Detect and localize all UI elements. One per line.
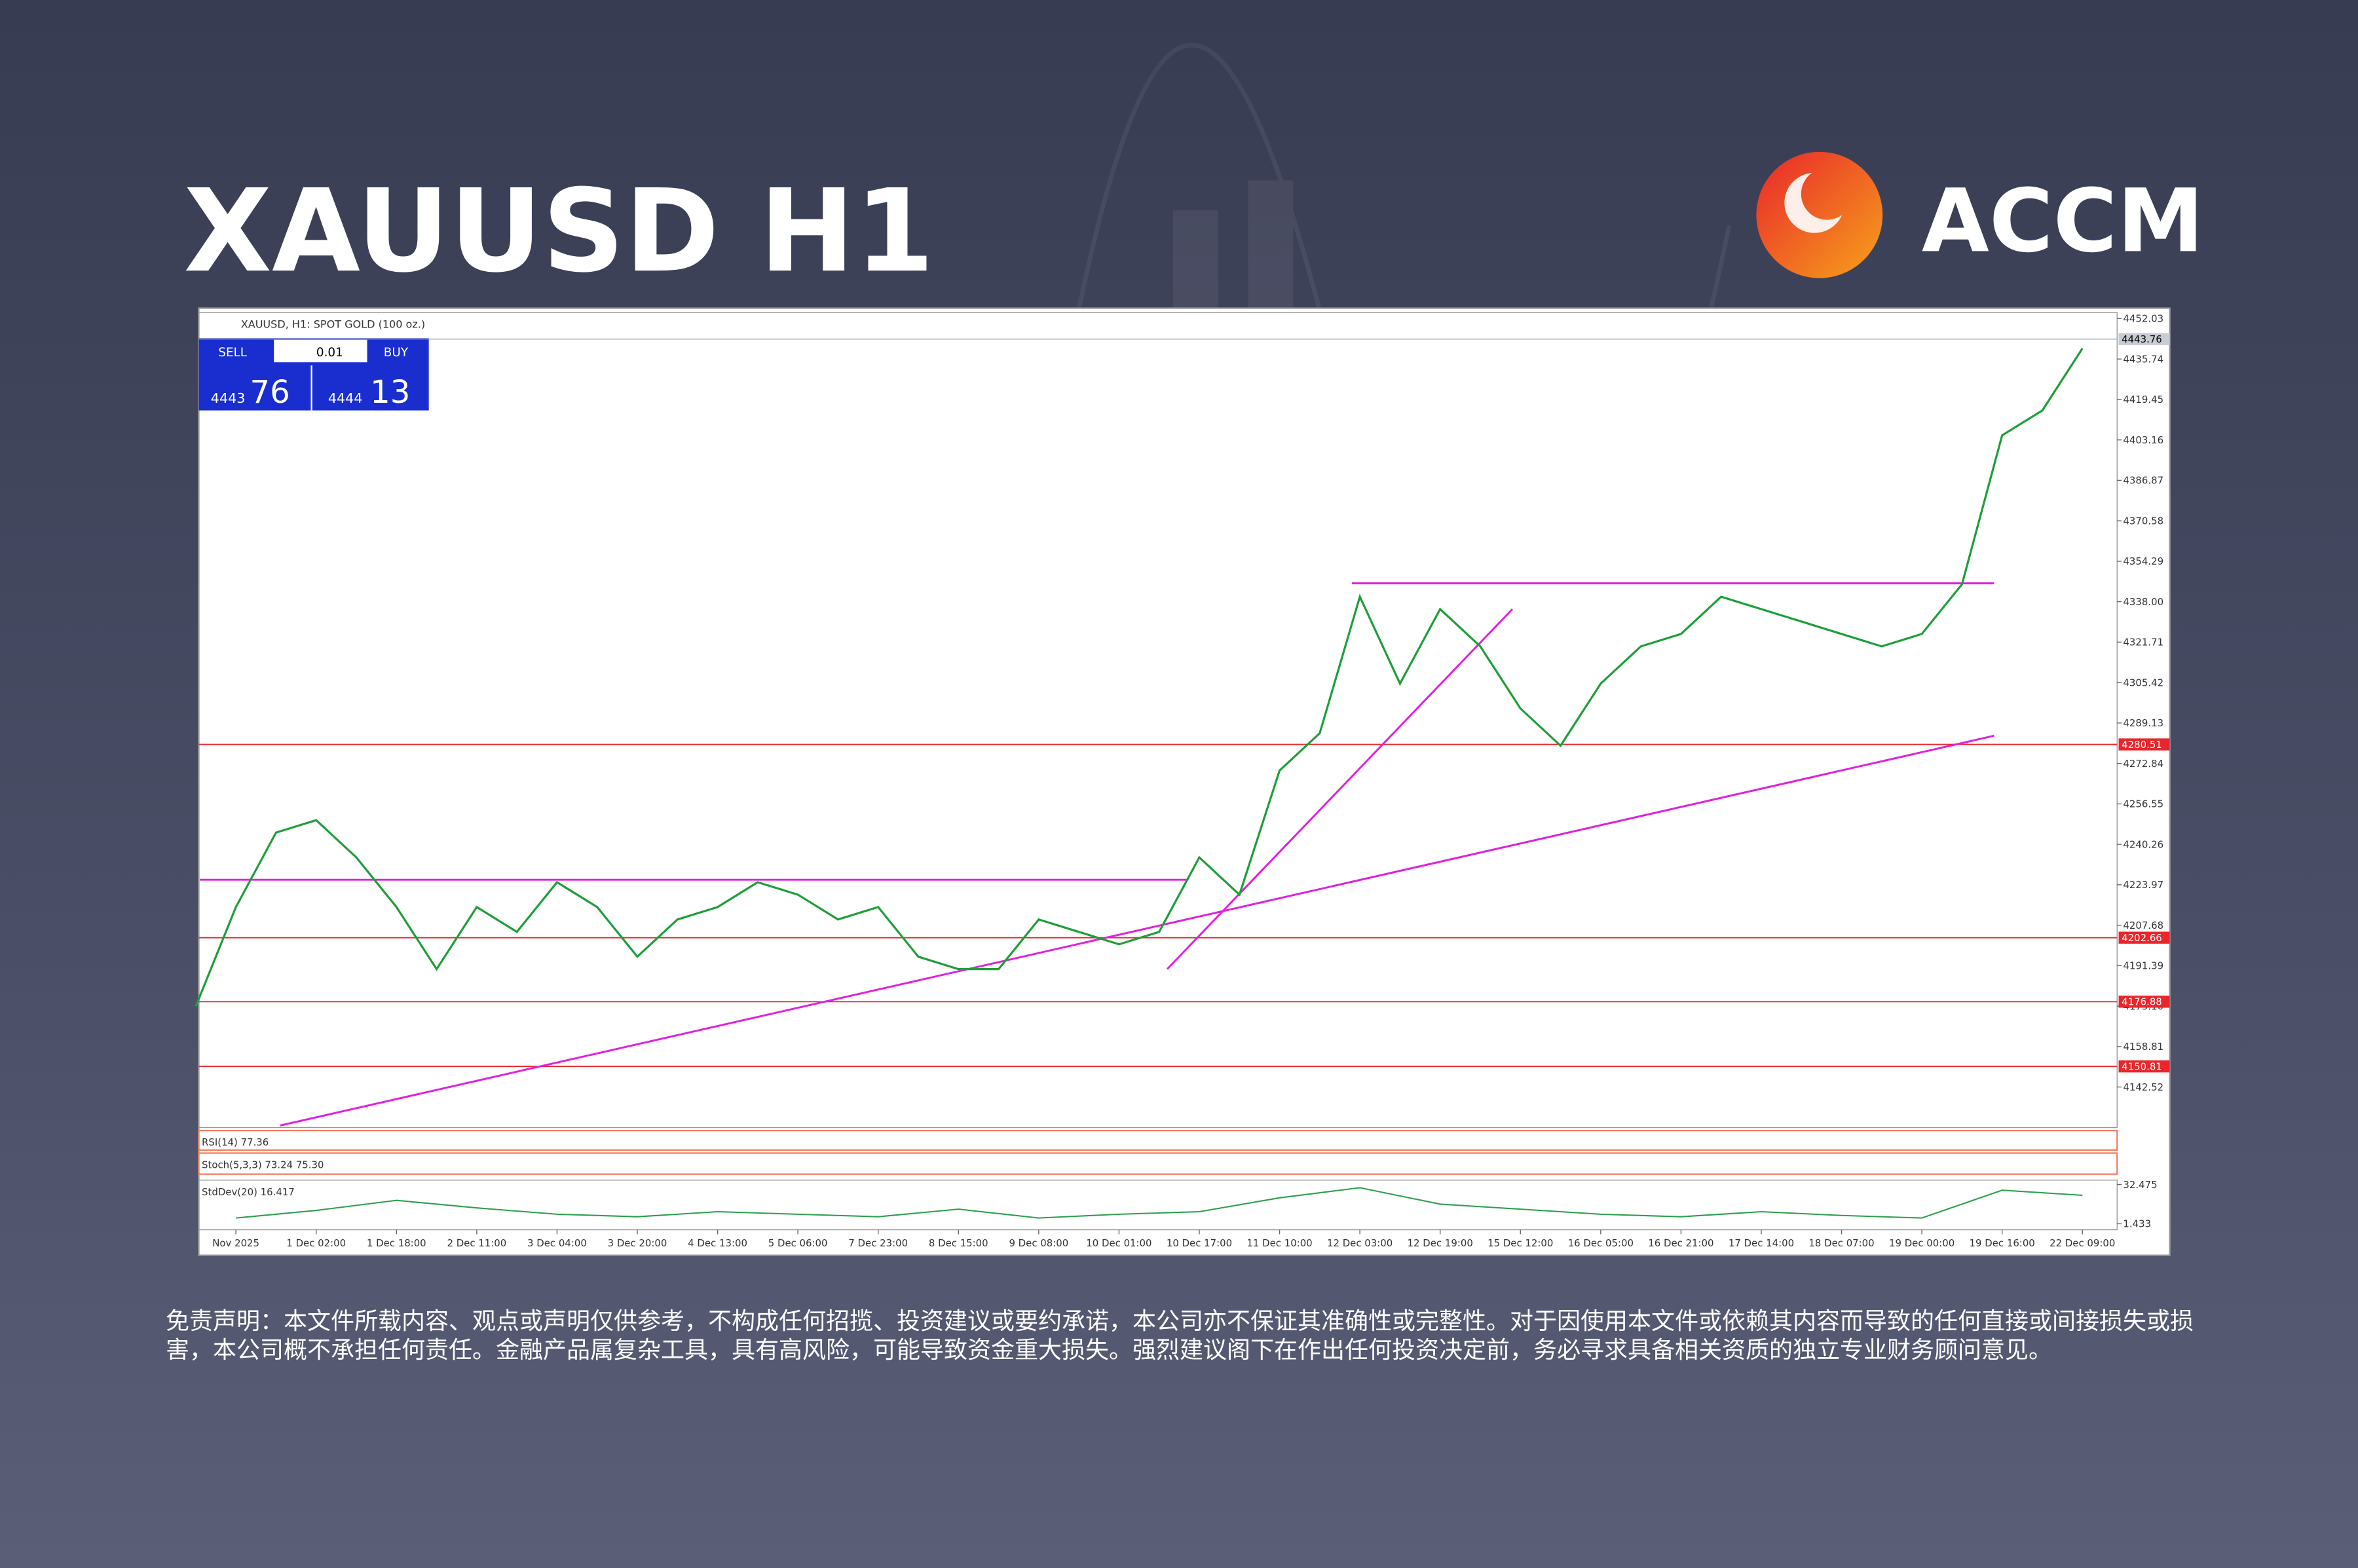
x-tick-label: 12 Dec 03:00 [1327,1237,1393,1249]
chart-title: XAUUSD, H1: SPOT GOLD (100 oz.) [241,318,425,330]
stddev-label: StdDev(20) 16.417 [202,1186,295,1198]
level-label: 4176.88 [2122,996,2162,1008]
y-tick-label: 4272.84 [2123,758,2163,770]
sell-button[interactable]: SELL [218,346,247,360]
y-tick-label: 4338.00 [2123,596,2163,608]
y-tick-label: 4370.58 [2123,515,2163,527]
y-tick-label: 4419.45 [2123,394,2163,405]
buy-price-big: 4444 [328,390,363,406]
x-tick-label: 12 Dec 19:00 [1408,1237,1473,1249]
level-tag [2118,996,2170,1008]
y-tick-label: 4256.55 [2123,798,2163,810]
x-tick-label: 2 Dec 11:00 [447,1237,506,1249]
y-tick-label: 4354.29 [2123,555,2163,567]
y-tick-label: 4191.39 [2123,960,2163,972]
y-tick-label: 4223.97 [2123,879,2163,891]
trend-line [280,734,1994,1127]
level-label: 4280.51 [2122,739,2162,751]
current-price-tag [2118,333,2170,345]
y-tick-label: 4403.16 [2123,434,2163,446]
rsi-label: RSI(14) 77.36 [202,1136,269,1148]
buy-price-small: 13 [370,374,410,411]
x-tick-label: 19 Dec 16:00 [1970,1237,2035,1249]
x-tick-label: 16 Dec 21:00 [1648,1237,1713,1249]
buy-button[interactable]: BUY [384,346,409,360]
logo: ACCM [1756,151,2204,278]
level-tag [2118,931,2170,944]
stddev-line [236,1187,2083,1219]
sell-price-small: 76 [250,374,290,411]
y-tick-label: 4321.71 [2123,637,2163,648]
x-tick-label: 22 Dec 09:00 [2049,1237,2115,1249]
stddev-tick-label: 32.475 [2123,1179,2157,1191]
lot-size[interactable]: 0.01 [316,346,343,360]
x-tick-label: 17 Dec 14:00 [1729,1237,1794,1249]
plot-area [198,312,2118,1129]
y-tick-label: 4240.26 [2123,838,2163,850]
y-tick-label: 4452.03 [2123,313,2163,325]
y-tick-label: 4289.13 [2123,717,2163,729]
x-tick-label: 15 Dec 12:00 [1488,1237,1553,1249]
x-tick-label: 1 Dec 02:00 [286,1237,346,1249]
sell-price-big: 4443 [211,390,246,406]
x-tick-label: 19 Dec 00:00 [1889,1237,1955,1249]
x-tick-label: 3 Dec 04:00 [527,1237,587,1249]
level-tag [2118,1060,2170,1073]
chart-panel [198,307,2171,1256]
price-line [195,348,2084,1007]
stoch-panel [198,1152,2118,1175]
x-tick-label: Nov 2025 [212,1237,259,1249]
stddev-panel [198,1180,2118,1231]
x-tick-label: 9 Dec 08:00 [1009,1237,1068,1249]
current-price-label: 4443.76 [2122,333,2162,345]
y-tick-label: 4142.52 [2123,1081,2163,1093]
x-tick-label: 18 Dec 07:00 [1808,1237,1874,1249]
x-tick-label: 10 Dec 17:00 [1167,1237,1232,1249]
trend-line [1166,608,1514,970]
x-tick-label: 11 Dec 10:00 [1246,1237,1312,1249]
trade-panel: SELL BUY 0.01 4443 76 4444 13 [198,338,429,411]
x-tick-label: 5 Dec 06:00 [768,1237,828,1249]
level-label: 4150.81 [2122,1060,2162,1072]
y-tick-label: 4158.81 [2123,1041,2163,1053]
x-tick-label: 8 Dec 15:00 [929,1237,988,1249]
y-tick-label: 4386.87 [2123,475,2163,487]
x-tick-label: 4 Dec 13:00 [688,1237,747,1249]
x-tick-label: 1 Dec 18:00 [367,1237,426,1249]
x-tick-label: 3 Dec 20:00 [608,1237,667,1249]
stoch-label: Stoch(5,3,3) 73.24 75.30 [202,1159,324,1170]
x-tick-label: 16 Dec 05:00 [1568,1237,1634,1249]
stddev-tick-label: 1.433 [2123,1218,2151,1230]
rsi-panel [198,1129,2118,1151]
x-tick-label: 10 Dec 01:00 [1086,1237,1151,1249]
y-tick-label: 4305.42 [2123,677,2163,688]
y-tick-label: 4207.68 [2123,920,2163,931]
title: XAUUSD H1 [184,165,935,298]
level-tag [2118,738,2170,751]
disclaimer: 免责声明：本文件所载内容、观点或声明仅供参考，不构成任何招揽、投资建议或要约承诺… [166,1308,2194,1364]
level-label: 4202.66 [2122,932,2162,944]
y-tick-label: 4435.74 [2123,353,2163,365]
logo-text: ACCM [1922,170,2204,272]
x-tick-label: 7 Dec 23:00 [848,1237,908,1249]
